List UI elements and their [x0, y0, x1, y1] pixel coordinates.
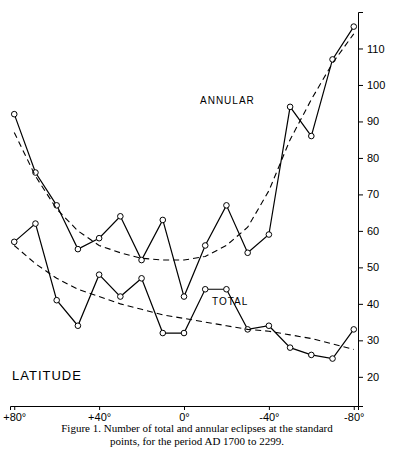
x-tick-label: +80° — [3, 411, 26, 423]
data-point — [96, 235, 102, 241]
x-tick-label: -40° — [259, 411, 279, 423]
x-tick: +80° — [3, 406, 26, 423]
data-point — [224, 286, 230, 292]
x-tick-label: 0° — [179, 411, 190, 423]
x-tick: 0° — [179, 406, 190, 423]
y-tick-mark — [358, 340, 363, 341]
series-label: ANNULAR — [200, 95, 255, 106]
data-point — [351, 327, 357, 333]
y-tick-mark — [358, 231, 363, 232]
x-axis-line — [11, 407, 359, 411]
y-tick-mark — [358, 267, 363, 268]
data-point — [118, 294, 124, 300]
caption: Figure 1. Number of total and annular ec… — [61, 422, 333, 447]
x-tick-label: +40° — [88, 411, 111, 423]
data-point — [245, 250, 251, 256]
caption-line: points, for the period AD 1700 to 2299. — [110, 435, 284, 447]
y-tick-label: 110 — [367, 43, 385, 55]
data-point — [118, 213, 124, 219]
plot-area — [11, 24, 356, 362]
x-tick: -80° — [344, 406, 364, 423]
y-tick: 50 — [358, 261, 379, 273]
x-axis: +80° +40° 0° -40° -80° — [3, 406, 364, 423]
data-point — [309, 133, 315, 139]
y-tick: 20 — [358, 371, 379, 383]
y-tick-label: 30 — [367, 334, 379, 346]
y-tick: 90 — [358, 115, 379, 127]
y-tick-mark — [358, 121, 363, 122]
data-point — [139, 276, 145, 282]
x-tick-mark — [354, 406, 355, 410]
x-tick-mark — [269, 406, 270, 410]
data-point — [202, 286, 208, 292]
caption-line: Figure 1. Number of total and annular ec… — [61, 422, 333, 434]
y-tick-mark — [358, 377, 363, 378]
data-point — [75, 323, 81, 329]
y-tick-label: 20 — [367, 371, 379, 383]
y-tick-mark — [358, 158, 363, 159]
y-tick: 80 — [358, 152, 379, 164]
x-axis-title: LATITUDE — [12, 368, 82, 383]
y-tick-mark — [358, 85, 363, 86]
data-point — [75, 246, 81, 252]
y-tick: 100 — [358, 79, 385, 91]
y-axis: 20 30 40 50 60 70 80 90 100 110 — [358, 13, 385, 407]
chart: 20 30 40 50 60 70 80 90 100 110 +80° +40° 0° -40° -80°… — [0, 0, 394, 450]
y-tick-mark — [358, 194, 363, 195]
data-point — [287, 345, 293, 351]
y-tick: 30 — [358, 334, 379, 346]
y-tick: 70 — [358, 188, 379, 200]
series-line — [14, 224, 354, 359]
series-label: TOTAL — [212, 296, 248, 307]
x-tick-mark — [184, 406, 185, 410]
series-line — [14, 27, 354, 297]
data-point — [224, 203, 230, 209]
fitted-curve — [14, 245, 354, 349]
y-tick-label: 40 — [367, 298, 379, 310]
x-tick-mark — [14, 406, 15, 410]
data-point — [181, 294, 187, 300]
y-tick: 110 — [358, 43, 385, 55]
data-point — [181, 330, 187, 336]
data-point — [202, 243, 208, 249]
data-point — [160, 217, 166, 223]
y-tick-label: 70 — [367, 188, 379, 200]
y-tick-label: 100 — [367, 79, 385, 91]
data-point — [330, 356, 336, 362]
y-tick-mark — [358, 48, 363, 49]
y-axis-line — [359, 13, 364, 407]
data-point — [351, 24, 357, 30]
data-point — [330, 57, 336, 63]
y-tick-label: 80 — [367, 152, 379, 164]
y-tick-label: 60 — [367, 225, 379, 237]
data-point — [309, 352, 315, 358]
data-point — [54, 297, 60, 303]
x-tick-mark — [99, 406, 100, 410]
data-point — [96, 272, 102, 278]
fitted-curve — [14, 34, 354, 260]
y-tick: 60 — [358, 225, 379, 237]
data-point — [266, 232, 272, 238]
data-point — [266, 323, 272, 329]
x-tick: -40° — [259, 406, 279, 423]
data-point — [33, 221, 39, 227]
data-point — [287, 104, 293, 110]
y-tick-label: 90 — [367, 115, 379, 127]
x-tick: +40° — [88, 406, 111, 423]
y-tick-label: 50 — [367, 261, 379, 273]
x-tick-label: -80° — [344, 411, 364, 423]
y-tick-mark — [358, 304, 363, 305]
y-tick: 40 — [358, 298, 379, 310]
data-point — [160, 330, 166, 336]
data-point — [11, 111, 17, 117]
data-point — [11, 239, 17, 245]
